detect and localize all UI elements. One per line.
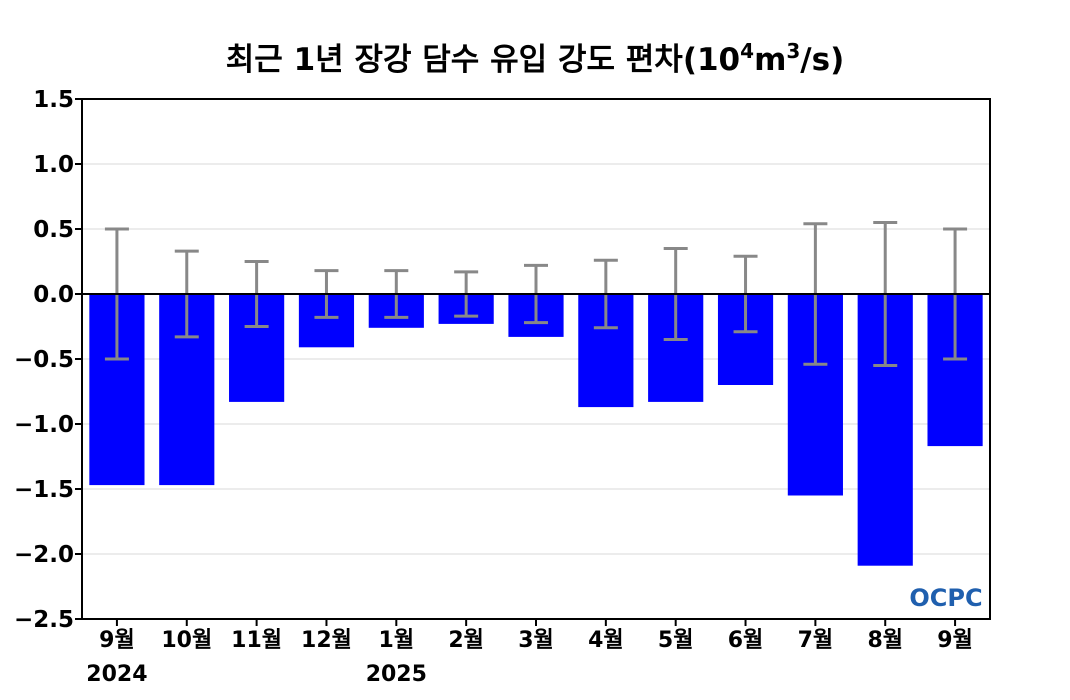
gridlines: [82, 98, 990, 620]
x-tick-label: 9월: [99, 628, 135, 653]
bars: [89, 294, 983, 566]
x-tick-label: 7월: [798, 628, 834, 653]
year-label: 2024: [86, 662, 147, 687]
x-tick-label: 3월: [518, 628, 554, 653]
x-tick-label: 6월: [728, 628, 764, 653]
x-tick-label: 5월: [658, 628, 694, 653]
x-tick-label: 8월: [867, 628, 903, 653]
y-tick-label: 0.0: [33, 282, 74, 308]
x-tick-label: 1월: [379, 628, 415, 653]
y-tick-label: −1.0: [14, 412, 74, 438]
x-tick-label: 10월: [161, 628, 212, 653]
x-tick-label: 11월: [231, 628, 282, 653]
y-tick-label: −0.5: [14, 347, 74, 373]
y-tick-label: −2.0: [14, 542, 74, 568]
y-tick-label: −1.5: [14, 477, 74, 503]
logo-text: OCPC: [909, 584, 982, 612]
year-label: 2025: [366, 662, 427, 687]
y-tick-label: 1.0: [33, 152, 74, 178]
y-tick-label: −2.5: [14, 607, 74, 633]
x-tick-label: 12월: [301, 628, 352, 653]
x-tick-label: 9월: [937, 628, 973, 653]
x-tick-label: 2월: [448, 628, 484, 653]
y-tick-label: 0.5: [33, 217, 74, 243]
y-tick-label: 1.5: [33, 87, 74, 113]
x-axis: 9월 10월 11월 12월 1월 2월 3월 4월 5월 6월 7월 8월 9월 2024 2025: [86, 619, 973, 687]
x-tick-label: 4월: [588, 628, 624, 653]
ocpc-logo: OCPC: [909, 584, 982, 612]
chart-title: 최근 1년 장강 담수 유입 강도 편차(104m3/s): [226, 39, 845, 78]
y-axis: 1.5 1.0 0.5 0.0 −0.5 −1.0 −1.5 −2.0 −2.5: [14, 87, 82, 633]
